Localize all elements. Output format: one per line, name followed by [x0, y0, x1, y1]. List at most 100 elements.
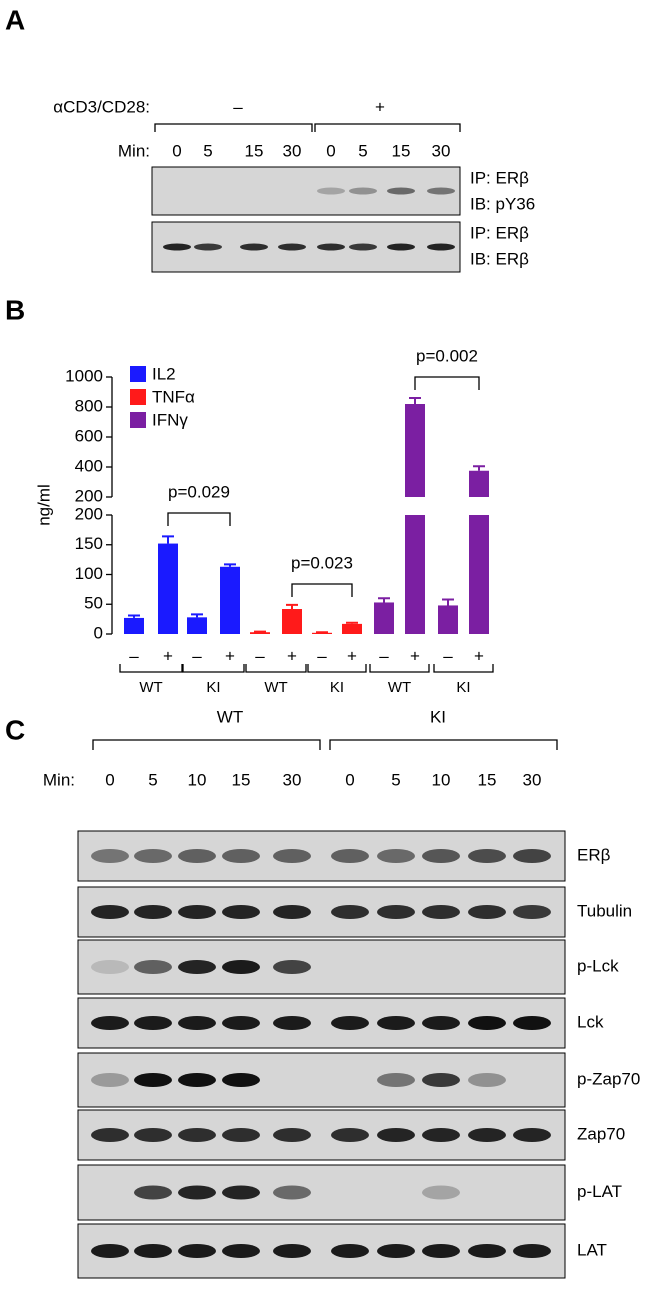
band	[91, 1016, 129, 1030]
band	[91, 1073, 129, 1087]
x-tick-label: +	[410, 646, 420, 665]
band	[422, 1073, 460, 1087]
bracket	[154, 123, 313, 132]
bracket	[329, 739, 558, 750]
group-label: WT	[217, 707, 243, 726]
bar	[220, 566, 240, 634]
bracket	[414, 376, 480, 390]
band	[273, 1185, 311, 1200]
band	[278, 243, 306, 251]
band	[427, 243, 455, 251]
time-label: 15	[392, 141, 411, 160]
band	[349, 187, 377, 195]
group-label: KI	[430, 707, 446, 726]
band	[222, 960, 260, 974]
x-tick-label: +	[225, 646, 235, 665]
band	[134, 1244, 172, 1258]
band	[468, 1073, 506, 1087]
y-tick-label: 200	[75, 486, 103, 505]
bar	[158, 543, 178, 634]
annotation: p=0.029	[168, 482, 230, 501]
band	[331, 1128, 369, 1142]
group-label: WT	[388, 679, 411, 696]
blot-label: LAT	[577, 1240, 607, 1259]
error-bar	[286, 603, 298, 610]
band	[331, 905, 369, 919]
y-tick-label: 400	[75, 456, 103, 475]
band	[273, 1128, 311, 1142]
y-tick-label: 0	[94, 623, 103, 642]
bar	[469, 470, 489, 497]
band	[222, 905, 260, 919]
band	[377, 849, 415, 863]
band	[91, 849, 129, 863]
panel-label: C	[5, 714, 25, 745]
error-bar	[473, 465, 485, 471]
bar	[405, 404, 425, 497]
group-label: KI	[330, 679, 344, 696]
blot-label: IB: ERβ	[470, 249, 529, 268]
bar	[124, 617, 144, 634]
time-label: 10	[188, 770, 207, 789]
legend-swatch	[130, 366, 146, 382]
band	[377, 905, 415, 919]
legend-swatch	[130, 389, 146, 405]
time-label: 0	[105, 770, 114, 789]
error-bar	[162, 535, 174, 544]
bar	[405, 515, 425, 634]
error-bar	[191, 613, 203, 618]
y-axis-label: ng/ml	[34, 484, 53, 526]
bar	[342, 623, 362, 634]
band	[134, 1073, 172, 1087]
band	[222, 1244, 260, 1258]
y-tick-label: 1000	[65, 366, 103, 385]
band	[377, 1128, 415, 1142]
band	[513, 905, 551, 919]
x-tick-label: –	[317, 646, 327, 665]
band	[468, 1128, 506, 1142]
group-label: WT	[139, 679, 162, 696]
blot-label: IB: pY36	[470, 194, 535, 213]
band	[331, 1244, 369, 1258]
x-tick-label: –	[443, 646, 453, 665]
y-tick-label: 50	[84, 594, 103, 613]
y-tick-label: 100	[75, 564, 103, 583]
band	[134, 1185, 172, 1200]
band	[468, 1244, 506, 1258]
band	[377, 1073, 415, 1087]
band	[387, 243, 415, 251]
group-bracket	[433, 664, 494, 673]
time-label: 10	[432, 770, 451, 789]
error-bar	[128, 614, 140, 618]
band	[513, 1016, 551, 1030]
band	[178, 905, 216, 919]
band	[178, 1128, 216, 1142]
group-bracket	[245, 664, 307, 673]
band	[178, 1073, 216, 1087]
group-label: WT	[264, 679, 287, 696]
time-label: 15	[232, 770, 251, 789]
time-label: 5	[391, 770, 400, 789]
band	[222, 849, 260, 863]
band	[422, 849, 460, 863]
y-tick-label: 200	[75, 504, 103, 523]
group-label: KI	[206, 679, 220, 696]
error-bar	[316, 631, 328, 634]
band	[377, 1016, 415, 1030]
band	[468, 849, 506, 863]
band	[422, 1244, 460, 1258]
x-tick-label: –	[255, 646, 265, 665]
band	[422, 1128, 460, 1142]
legend-label: IL2	[152, 364, 176, 383]
band	[178, 1244, 216, 1258]
bracket	[167, 512, 231, 526]
band	[317, 187, 345, 195]
time-label: 30	[523, 770, 542, 789]
band	[387, 187, 415, 195]
panel-label: A	[5, 4, 25, 35]
band	[134, 905, 172, 919]
band	[273, 960, 311, 974]
blot-label: p-Lck	[577, 956, 619, 975]
band	[273, 1244, 311, 1258]
blot-label: ERβ	[577, 845, 611, 864]
